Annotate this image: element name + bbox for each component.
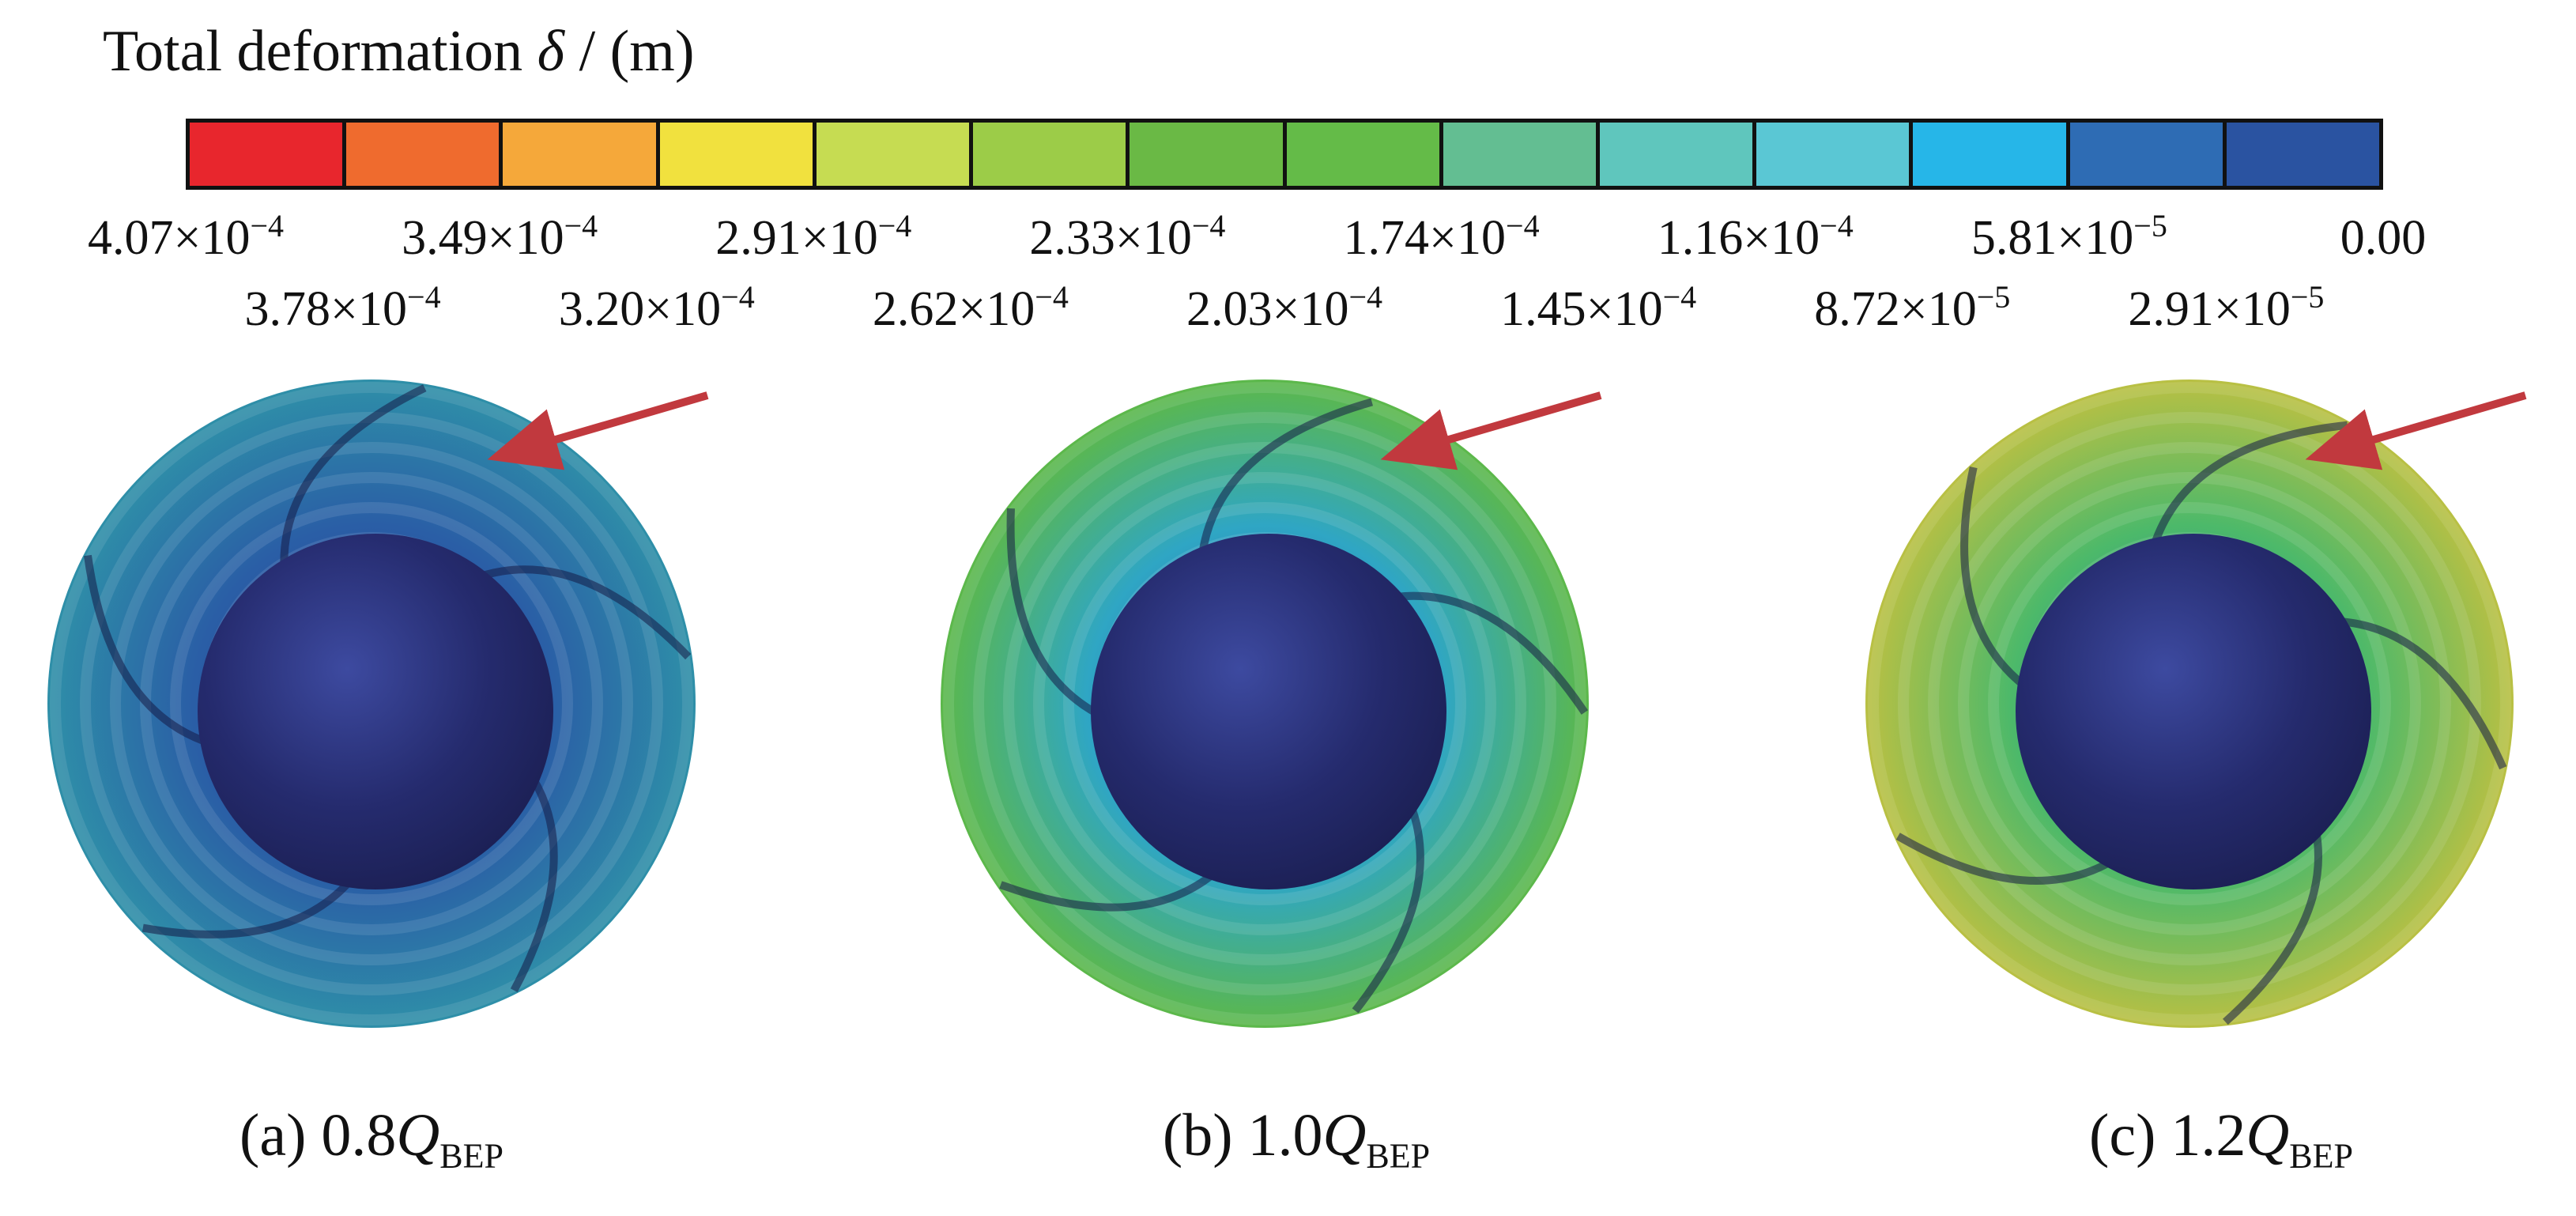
tick-label: 1.45×10−4 bbox=[1500, 279, 1697, 336]
color-swatch-4 bbox=[659, 123, 817, 186]
caption-c: (c) 1.2QBEP bbox=[2089, 1102, 2353, 1176]
impeller-panel-b bbox=[893, 340, 1636, 1052]
tick-label: 5.81×10−5 bbox=[1971, 208, 2167, 265]
color-swatch-1 bbox=[190, 123, 347, 186]
contour-band bbox=[1033, 472, 1496, 935]
tick-label: 1.16×10−4 bbox=[1657, 208, 1854, 265]
impeller-hub bbox=[1091, 534, 1446, 889]
color-swatch-13 bbox=[2069, 123, 2227, 186]
caption-a: (a) 0.8QBEP bbox=[239, 1102, 504, 1176]
color-swatch-3 bbox=[503, 123, 660, 186]
contour-band bbox=[110, 442, 633, 965]
tick-label: 1.74×10−4 bbox=[1343, 208, 1540, 265]
contour-band bbox=[1958, 472, 2421, 935]
caption-b: (b) 1.0QBEP bbox=[1162, 1102, 1431, 1176]
impeller-panel-a bbox=[0, 340, 743, 1052]
color-swatch-10 bbox=[1599, 123, 1757, 186]
color-swatch-11 bbox=[1756, 123, 1914, 186]
max-deformation-arrow bbox=[487, 391, 709, 470]
tick-label: 3.78×10−4 bbox=[244, 279, 441, 336]
tick-label: 2.03×10−4 bbox=[1186, 279, 1383, 336]
tick-label: 4.07×10−4 bbox=[87, 208, 285, 265]
contour-band bbox=[1898, 412, 2481, 995]
color-swatch-7 bbox=[1130, 123, 1287, 186]
contour-band bbox=[170, 502, 573, 905]
color-swatch-12 bbox=[1913, 123, 2070, 186]
color-scale-bar bbox=[186, 119, 2383, 190]
tick-label: 0.00 bbox=[2340, 211, 2427, 265]
max-deformation-arrow bbox=[1380, 391, 1602, 470]
color-swatch-8 bbox=[1286, 123, 1443, 186]
tick-label: 2.91×10−4 bbox=[715, 208, 912, 265]
impeller-figure bbox=[47, 380, 709, 1028]
contour-band bbox=[1868, 382, 2511, 1025]
color-swatch-9 bbox=[1443, 123, 1600, 186]
contour-band bbox=[50, 382, 693, 1025]
tick-label: 8.72×10−5 bbox=[1814, 279, 2011, 336]
legend-title: Total deformation δ / (m) bbox=[103, 19, 695, 84]
tick-label: 2.33×10−4 bbox=[1029, 208, 1226, 265]
color-swatch-5 bbox=[816, 123, 974, 186]
impeller-panel-c bbox=[1818, 340, 2561, 1052]
impeller-figure bbox=[1865, 380, 2527, 1028]
tick-label: 3.20×10−4 bbox=[558, 279, 755, 336]
contour-band bbox=[1063, 502, 1466, 905]
tick-label: 3.49×10−4 bbox=[402, 208, 598, 265]
contour-band bbox=[973, 412, 1556, 995]
tick-label: 2.91×10−5 bbox=[2128, 279, 2325, 336]
tick-label: 2.62×10−4 bbox=[872, 279, 1069, 336]
color-swatch-6 bbox=[973, 123, 1130, 186]
impeller-hub bbox=[2016, 534, 2371, 889]
contour-band bbox=[1928, 442, 2451, 965]
contour-band bbox=[1988, 502, 2391, 905]
color-swatch-2 bbox=[346, 123, 504, 186]
max-deformation-arrow bbox=[2305, 391, 2527, 470]
color-swatch-14 bbox=[2226, 123, 2380, 186]
impeller-figure bbox=[941, 380, 1602, 1028]
impeller-hub bbox=[198, 534, 553, 889]
